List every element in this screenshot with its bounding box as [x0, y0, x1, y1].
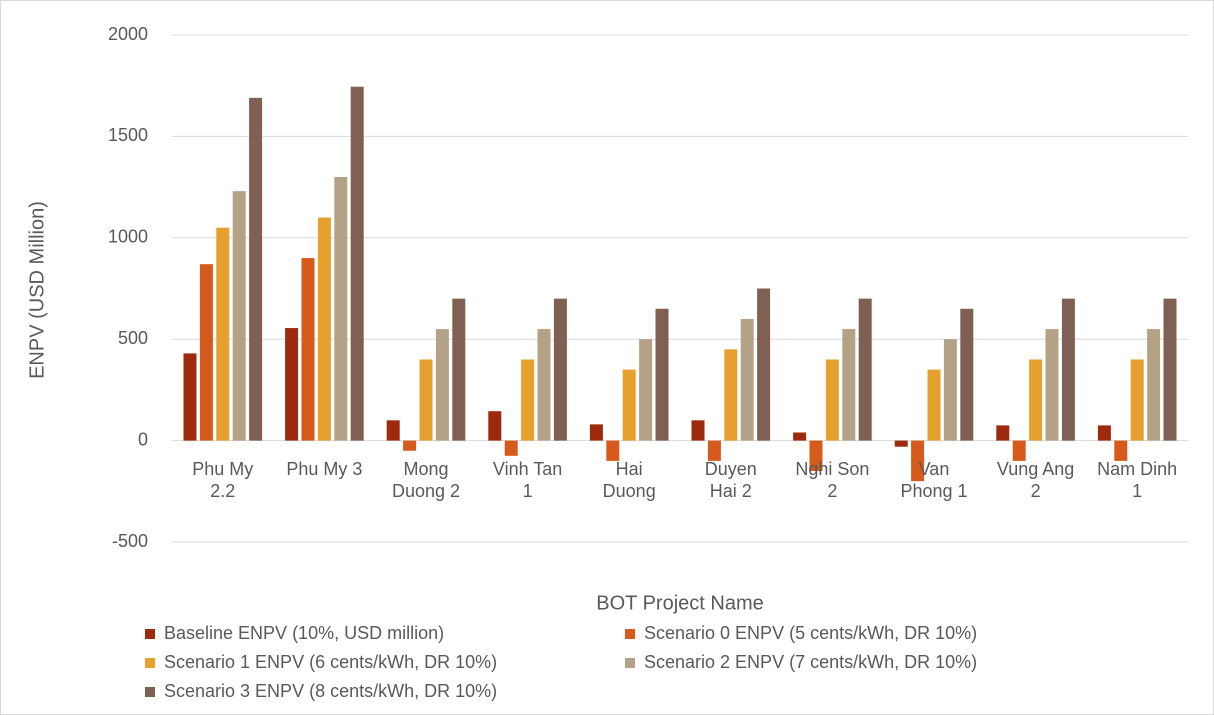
- bar: [537, 329, 551, 441]
- y-axis-title: ENPV (USD Million): [26, 201, 48, 379]
- bar: [301, 258, 315, 441]
- bar: [809, 440, 823, 472]
- x-tick-label: Nghi Son 2: [795, 459, 870, 501]
- bar: [996, 425, 1010, 441]
- x-tick-label: Van Phong 1: [900, 459, 968, 501]
- bar: [488, 411, 502, 441]
- bar: [452, 298, 466, 441]
- bar: [504, 440, 518, 456]
- x-tick-label: Phu My 3: [286, 459, 363, 479]
- x-tick-label: Phu My 2.2: [192, 459, 254, 501]
- bar: [589, 424, 603, 441]
- bar: [842, 329, 856, 441]
- bar: [825, 359, 839, 441]
- bar: [858, 298, 872, 441]
- y-tick-label: 2000: [108, 24, 148, 44]
- bar: [927, 369, 941, 441]
- bar: [183, 353, 197, 441]
- bar: [639, 339, 653, 441]
- bar: [1061, 298, 1075, 441]
- legend-label: Scenario 2 ENPV (7 cents/kWh, DR 10%): [644, 652, 977, 672]
- legend-swatch: [625, 658, 635, 668]
- bar: [553, 298, 567, 441]
- x-tick-label: Vinh Tan 1: [492, 459, 563, 501]
- bar: [622, 369, 636, 441]
- bar: [199, 264, 213, 441]
- bar: [606, 440, 620, 461]
- bar: [724, 349, 738, 441]
- bar: [943, 339, 957, 441]
- bar: [1029, 359, 1043, 441]
- bar: [435, 329, 449, 441]
- y-tick-label: 0: [138, 429, 148, 449]
- bar: [521, 359, 535, 441]
- bar: [1114, 440, 1128, 461]
- bar: [386, 420, 400, 441]
- bar: [691, 420, 705, 441]
- legend-label: Scenario 3 ENPV (8 cents/kWh, DR 10%): [164, 681, 497, 701]
- bar: [707, 440, 721, 461]
- bar: [1130, 359, 1144, 441]
- y-tick-label: 500: [118, 328, 148, 348]
- bar: [232, 191, 246, 441]
- bar: [317, 217, 331, 441]
- x-tick-label: Duyen Hai 2: [704, 459, 757, 501]
- x-tick-label: Nam Dinh 1: [1097, 459, 1178, 501]
- bar: [285, 328, 299, 441]
- y-tick-label: 1000: [108, 227, 148, 247]
- bar: [894, 440, 908, 447]
- bar: [249, 97, 263, 441]
- bar: [1163, 298, 1177, 441]
- legend-label: Baseline ENPV (10%, USD million): [164, 623, 444, 643]
- legend-label: Scenario 1 ENPV (6 cents/kWh, DR 10%): [164, 652, 497, 672]
- bar: [757, 288, 771, 441]
- bar: [655, 308, 669, 441]
- bar: [1097, 425, 1111, 441]
- bar: [1012, 440, 1026, 461]
- bar: [334, 176, 348, 441]
- legend-swatch: [145, 658, 155, 668]
- bar: [793, 432, 807, 441]
- y-tick-label: 1500: [108, 125, 148, 145]
- x-axis-title: BOT Project Name: [596, 592, 763, 614]
- bar: [1045, 329, 1059, 441]
- bar: [960, 308, 974, 441]
- x-tick-label: Vung Ang 2: [996, 459, 1075, 501]
- bar: [403, 440, 417, 451]
- legend-swatch: [145, 687, 155, 697]
- x-tick-label: Mong Duong 2: [391, 459, 461, 501]
- bar: [911, 440, 925, 482]
- x-tick-label: Hai Duong: [602, 459, 656, 501]
- legend-swatch: [145, 629, 155, 639]
- bar: [419, 359, 433, 441]
- bar: [740, 318, 754, 441]
- bar: [216, 227, 230, 441]
- legend-swatch: [625, 629, 635, 639]
- legend-label: Scenario 0 ENPV (5 cents/kWh, DR 10%): [644, 623, 977, 643]
- bar: [1147, 329, 1161, 441]
- bar: [350, 86, 364, 441]
- y-tick-label: -500: [112, 531, 148, 551]
